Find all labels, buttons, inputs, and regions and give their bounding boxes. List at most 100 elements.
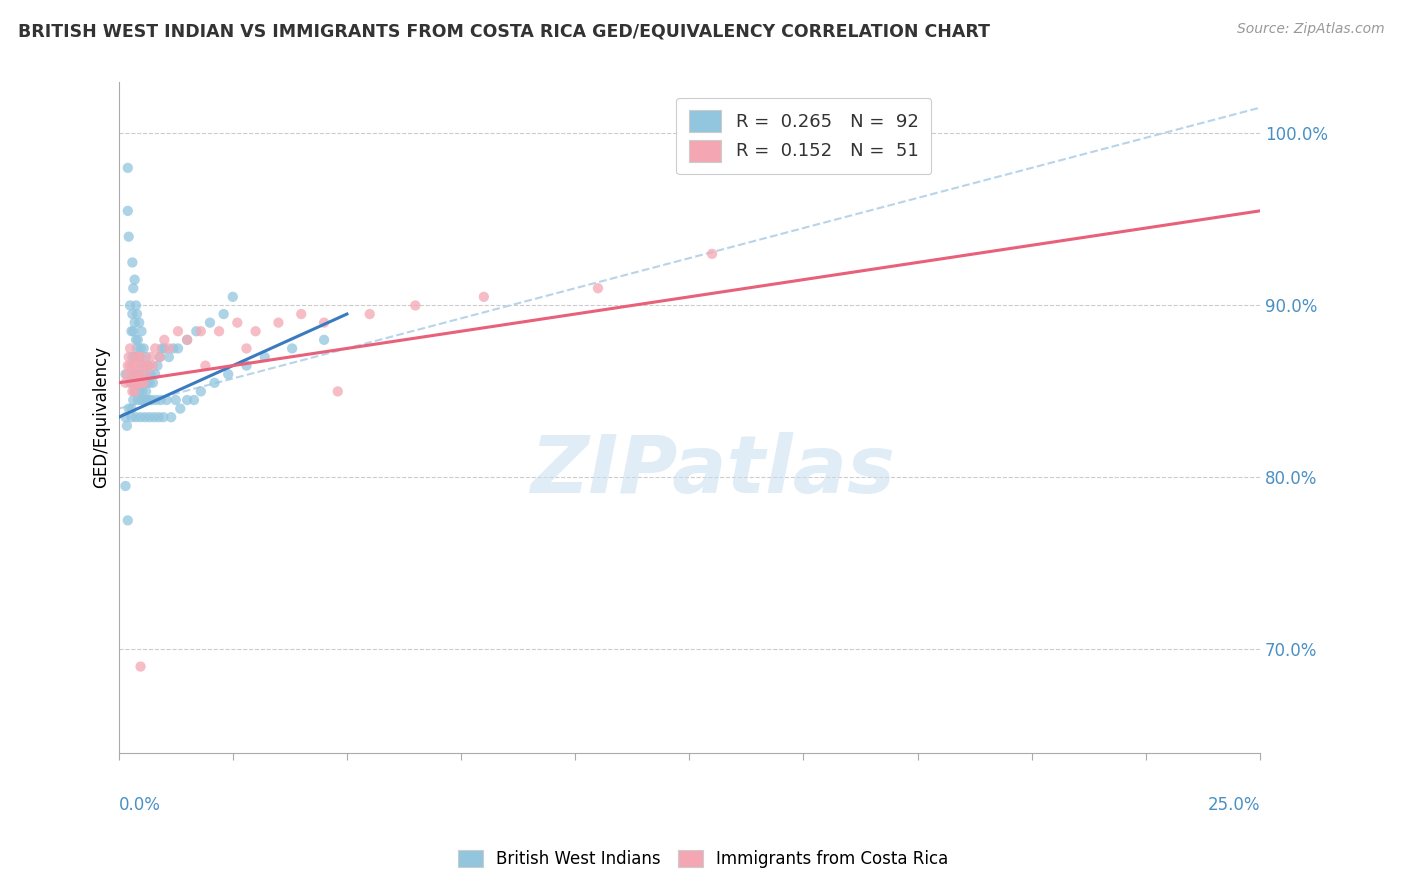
Point bbox=[153, 333, 176, 347]
Point bbox=[245, 324, 267, 338]
Point bbox=[115, 418, 138, 433]
Point bbox=[117, 359, 139, 373]
Point bbox=[132, 376, 155, 390]
Point bbox=[176, 333, 198, 347]
Point bbox=[134, 359, 156, 373]
Point bbox=[120, 359, 142, 373]
Point bbox=[134, 410, 156, 425]
Point bbox=[149, 392, 172, 407]
Point bbox=[312, 333, 335, 347]
Point bbox=[135, 384, 157, 399]
Point bbox=[121, 384, 143, 399]
Point bbox=[131, 324, 153, 338]
Point bbox=[127, 376, 149, 390]
Point bbox=[190, 384, 212, 399]
Point bbox=[125, 368, 148, 382]
Point bbox=[134, 368, 156, 382]
Point bbox=[132, 376, 155, 390]
Point bbox=[167, 324, 190, 338]
Point bbox=[235, 342, 257, 356]
Point bbox=[125, 298, 148, 312]
Text: ZIPatlas: ZIPatlas bbox=[530, 432, 894, 510]
Point bbox=[700, 247, 723, 261]
Point bbox=[141, 392, 163, 407]
Point bbox=[125, 333, 148, 347]
Point bbox=[138, 376, 160, 390]
Point bbox=[132, 342, 155, 356]
Point bbox=[138, 410, 160, 425]
Point bbox=[124, 316, 146, 330]
Point bbox=[129, 342, 152, 356]
Point bbox=[165, 392, 187, 407]
Point bbox=[127, 333, 149, 347]
Point bbox=[122, 376, 145, 390]
Point bbox=[124, 273, 146, 287]
Point bbox=[157, 342, 180, 356]
Point bbox=[125, 410, 148, 425]
Point bbox=[290, 307, 312, 321]
Point bbox=[117, 161, 139, 175]
Point bbox=[115, 368, 138, 382]
Point bbox=[135, 368, 157, 382]
Point bbox=[194, 359, 217, 373]
Point bbox=[127, 392, 149, 407]
Point bbox=[118, 401, 141, 416]
Point bbox=[120, 376, 142, 390]
Point bbox=[122, 359, 145, 373]
Point bbox=[160, 410, 183, 425]
Point bbox=[139, 368, 162, 382]
Point bbox=[131, 359, 153, 373]
Point bbox=[281, 342, 304, 356]
Point bbox=[128, 368, 150, 382]
Point bbox=[117, 513, 139, 527]
Point bbox=[118, 350, 141, 364]
Point bbox=[162, 342, 184, 356]
Point bbox=[139, 350, 162, 364]
Point bbox=[167, 342, 190, 356]
Point bbox=[169, 401, 191, 416]
Point bbox=[131, 376, 153, 390]
Point bbox=[198, 316, 221, 330]
Point bbox=[114, 479, 136, 493]
Point bbox=[142, 376, 165, 390]
Point bbox=[129, 376, 152, 390]
Point bbox=[131, 359, 153, 373]
Point bbox=[128, 316, 150, 330]
Point bbox=[120, 298, 142, 312]
Point bbox=[153, 342, 176, 356]
Point bbox=[118, 229, 141, 244]
Point bbox=[120, 324, 142, 338]
Point bbox=[226, 316, 249, 330]
Point bbox=[150, 342, 173, 356]
Point bbox=[120, 376, 142, 390]
Point bbox=[131, 392, 153, 407]
Point bbox=[129, 376, 152, 390]
Point bbox=[253, 350, 276, 364]
Point bbox=[217, 368, 239, 382]
Point bbox=[120, 342, 142, 356]
Point bbox=[125, 342, 148, 356]
Point bbox=[114, 410, 136, 425]
Point bbox=[235, 359, 257, 373]
Point bbox=[131, 350, 153, 364]
Point bbox=[152, 410, 174, 425]
Point bbox=[326, 384, 349, 399]
Point bbox=[148, 410, 170, 425]
Point bbox=[212, 307, 235, 321]
Point bbox=[157, 350, 180, 364]
Point bbox=[121, 368, 143, 382]
Point bbox=[122, 392, 145, 407]
Legend: British West Indians, Immigrants from Costa Rica: British West Indians, Immigrants from Co… bbox=[451, 843, 955, 875]
Y-axis label: GED/Equivalency: GED/Equivalency bbox=[93, 346, 110, 488]
Point bbox=[204, 376, 226, 390]
Point bbox=[129, 410, 152, 425]
Point bbox=[121, 307, 143, 321]
Point bbox=[136, 392, 159, 407]
Point bbox=[125, 368, 148, 382]
Point bbox=[312, 316, 335, 330]
Point bbox=[124, 359, 146, 373]
Point bbox=[135, 350, 157, 364]
Point bbox=[120, 410, 142, 425]
Point bbox=[122, 368, 145, 382]
Point bbox=[128, 350, 150, 364]
